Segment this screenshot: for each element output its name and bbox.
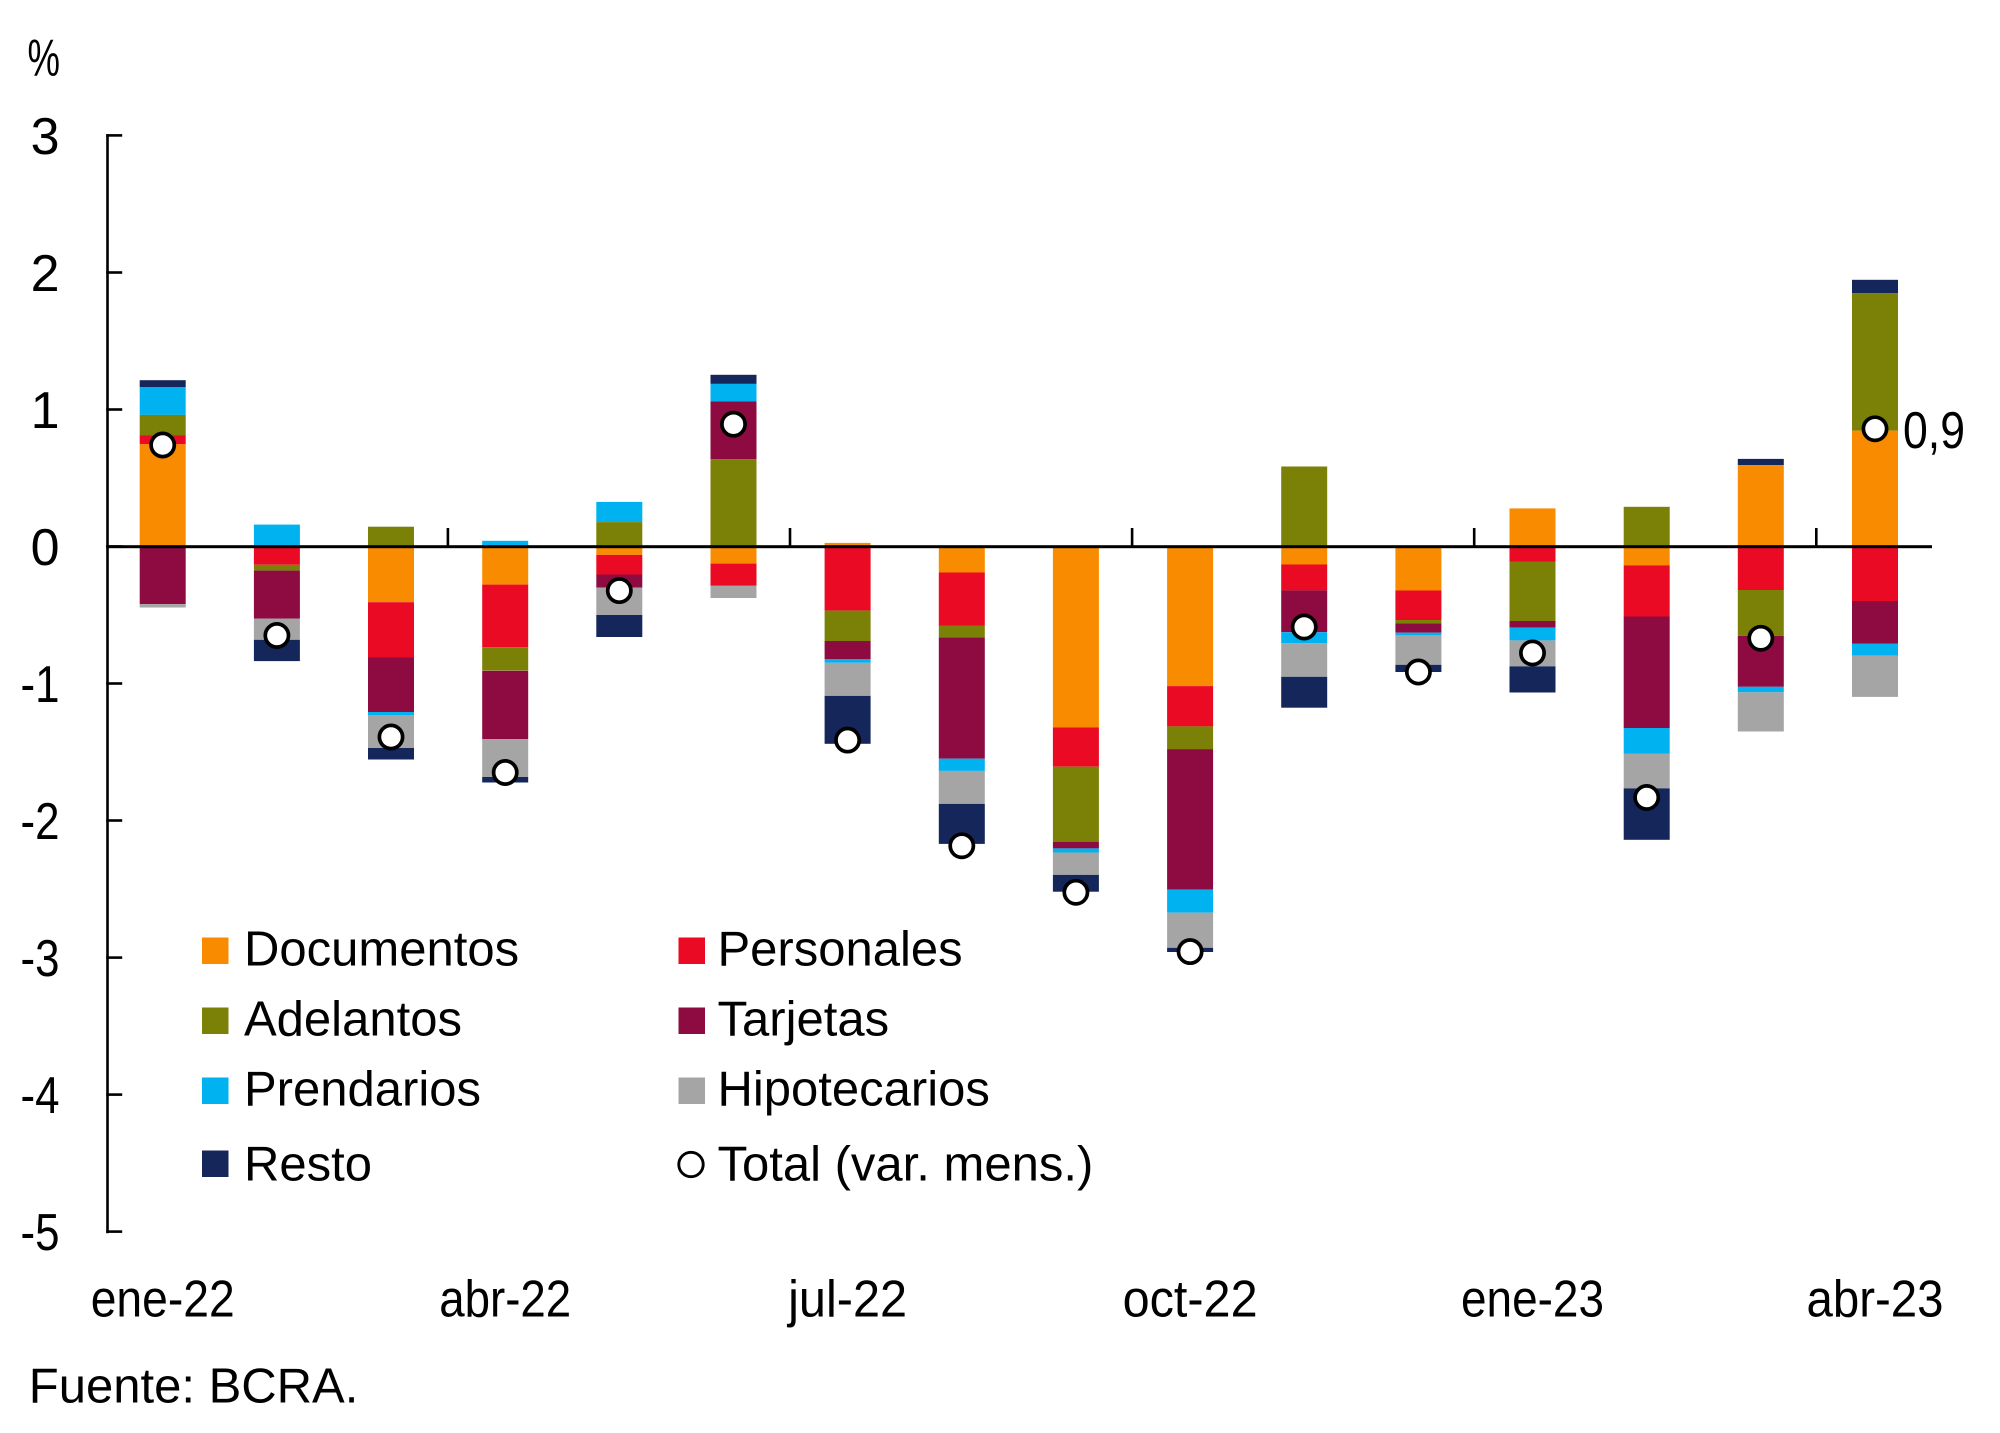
svg-text:Tarjetas: Tarjetas	[718, 993, 890, 1047]
svg-text:Hipotecarios: Hipotecarios	[718, 1063, 990, 1117]
svg-text:Personales: Personales	[718, 923, 963, 977]
svg-text:abr-22: abr-22	[439, 1271, 571, 1329]
svg-text:Fuente: BCRA.: Fuente: BCRA.	[29, 1360, 359, 1414]
svg-text:2: 2	[31, 245, 60, 303]
svg-text:Total (var. mens.): Total (var. mens.)	[718, 1138, 1094, 1192]
svg-text:-3: -3	[21, 930, 60, 988]
svg-text:-5: -5	[21, 1204, 60, 1262]
svg-text:-2: -2	[21, 793, 60, 851]
svg-text:%: %	[28, 30, 61, 88]
svg-text:ene-22: ene-22	[91, 1271, 235, 1329]
svg-text:abr-23: abr-23	[1807, 1271, 1944, 1329]
svg-text:oct-22: oct-22	[1123, 1271, 1258, 1329]
svg-text:jul-22: jul-22	[786, 1271, 907, 1329]
svg-text:Documentos: Documentos	[244, 923, 519, 977]
svg-text:Prendarios: Prendarios	[244, 1063, 481, 1117]
svg-text:0: 0	[31, 519, 60, 577]
svg-text:3: 3	[31, 108, 60, 166]
svg-text:Adelantos: Adelantos	[244, 993, 462, 1047]
svg-text:-1: -1	[21, 656, 60, 714]
svg-text:1: 1	[31, 382, 60, 440]
svg-text:0,9: 0,9	[1903, 402, 1965, 460]
svg-text:Resto: Resto	[244, 1138, 372, 1192]
svg-text:ene-23: ene-23	[1461, 1271, 1604, 1329]
svg-text:-4: -4	[21, 1067, 60, 1125]
